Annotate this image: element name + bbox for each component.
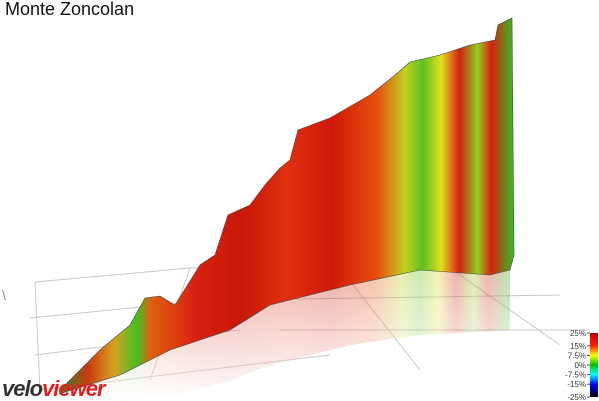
scale-tick-label: -7.5%	[565, 371, 586, 380]
axis-mark: \	[2, 287, 6, 303]
logo-part: velo	[2, 376, 43, 401]
scale-tick-label: -15%	[567, 380, 586, 389]
scale-tick-label: 25%	[570, 329, 586, 338]
scale-tick-label: 0%	[574, 361, 586, 370]
logo-part: viewer	[42, 376, 107, 401]
reflection	[60, 270, 510, 401]
scale-tick-label: 7.5%	[568, 351, 586, 360]
elevation-wall	[59, 17, 515, 394]
logo: veloviewer	[2, 376, 107, 401]
page-title: Monte Zoncolan	[5, 0, 134, 19]
scale-tick-label: 15%	[570, 342, 586, 351]
scale-tick-label: -25%	[567, 393, 586, 401]
color-scale	[590, 333, 598, 397]
